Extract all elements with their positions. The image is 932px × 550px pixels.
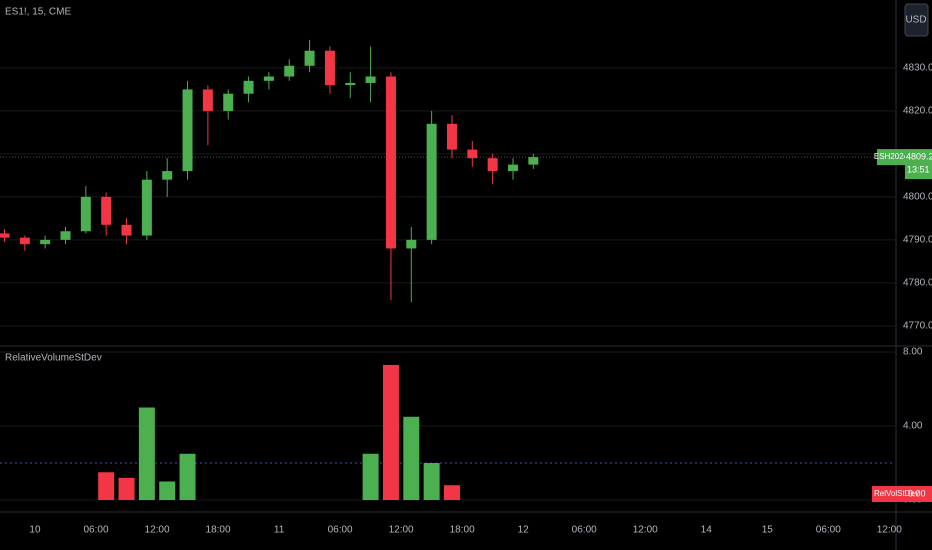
- currency-box[interactable]: [904, 3, 929, 37]
- indicator-title: RelativeVolumeStDev: [5, 353, 102, 364]
- x-tick-label: 11: [274, 525, 285, 536]
- volume-bar: [98, 472, 115, 500]
- volume-bar: [118, 477, 135, 500]
- x-tick-label: 12:00: [633, 525, 658, 536]
- y-tick-label: 4.00: [903, 421, 923, 432]
- candle-body: [101, 196, 112, 225]
- x-tick-label: 06:00: [816, 525, 841, 536]
- candle-body: [487, 158, 498, 172]
- y-tick-label: 8.00: [903, 347, 923, 358]
- candle-body: [528, 157, 539, 165]
- candle-body: [284, 65, 295, 77]
- candle-body: [426, 123, 437, 240]
- candle-body: [406, 239, 417, 249]
- volume-bar: [382, 364, 399, 500]
- candle-body: [304, 50, 315, 66]
- indicator-badge-name: RelVolStDev: [874, 489, 919, 498]
- y-tick-label: 4770.00: [903, 320, 932, 331]
- candle-body: [182, 89, 193, 172]
- x-tick-label: 15: [762, 525, 774, 536]
- y-tick-label: 4790.00: [903, 234, 932, 245]
- x-tick-label: 14: [701, 525, 713, 536]
- volume-bar: [403, 416, 420, 500]
- x-tick-label: 06:00: [328, 525, 353, 536]
- candle-body: [345, 82, 356, 86]
- volume-bar: [179, 453, 196, 500]
- candle-body: [60, 231, 71, 240]
- y-tick-label: 4830.00: [903, 63, 932, 74]
- candle-body: [202, 89, 213, 111]
- x-tick-label: 12:00: [877, 525, 902, 536]
- volume-bar: [423, 463, 440, 500]
- candle-body: [162, 171, 173, 180]
- candle-body: [385, 76, 396, 249]
- x-tick-label: 12: [518, 525, 530, 536]
- indicator-badge: [872, 486, 932, 502]
- candle-body: [121, 224, 132, 236]
- candle-body: [467, 149, 478, 159]
- volume-bar: [443, 485, 460, 500]
- y-tick-label: 4800.00: [903, 192, 932, 203]
- price-badge: [905, 149, 932, 180]
- indicator-badge-value: 0.00: [908, 488, 926, 498]
- countdown-label: 13:51: [907, 164, 930, 174]
- candle-body: [40, 239, 51, 245]
- symbol-label: ESH2024: [874, 152, 909, 161]
- y-tick-label: 4820.00: [903, 106, 932, 117]
- x-tick-label: 18:00: [450, 525, 475, 536]
- candle-body: [19, 237, 30, 245]
- candle-body: [223, 93, 234, 111]
- x-tick-label: 06:00: [572, 525, 597, 536]
- price-label: 4809.25: [906, 151, 932, 161]
- candle-body: [446, 123, 457, 150]
- candle-body: [0, 233, 10, 238]
- x-tick-label: 12:00: [389, 525, 414, 536]
- candle-body: [80, 196, 91, 232]
- candle-body: [365, 76, 376, 83]
- volume-bar: [159, 481, 176, 500]
- currency[interactable]: USD: [905, 15, 926, 26]
- y-tick-label: 4780.00: [903, 277, 932, 288]
- x-tick-label: 12:00: [145, 525, 170, 536]
- volume-bar: [138, 407, 155, 500]
- candle-body: [263, 76, 274, 81]
- chart-title: ES1!, 15, CME: [5, 7, 71, 18]
- x-tick-label: 18:00: [206, 525, 231, 536]
- candle-body: [243, 80, 254, 94]
- candle-body: [507, 164, 518, 172]
- volume-bar: [362, 453, 379, 500]
- symbol-badge: [877, 149, 905, 166]
- x-tick-label: 06:00: [83, 525, 108, 536]
- candle-body: [324, 50, 335, 86]
- candle-body: [141, 179, 152, 236]
- x-tick-label: 10: [29, 525, 41, 536]
